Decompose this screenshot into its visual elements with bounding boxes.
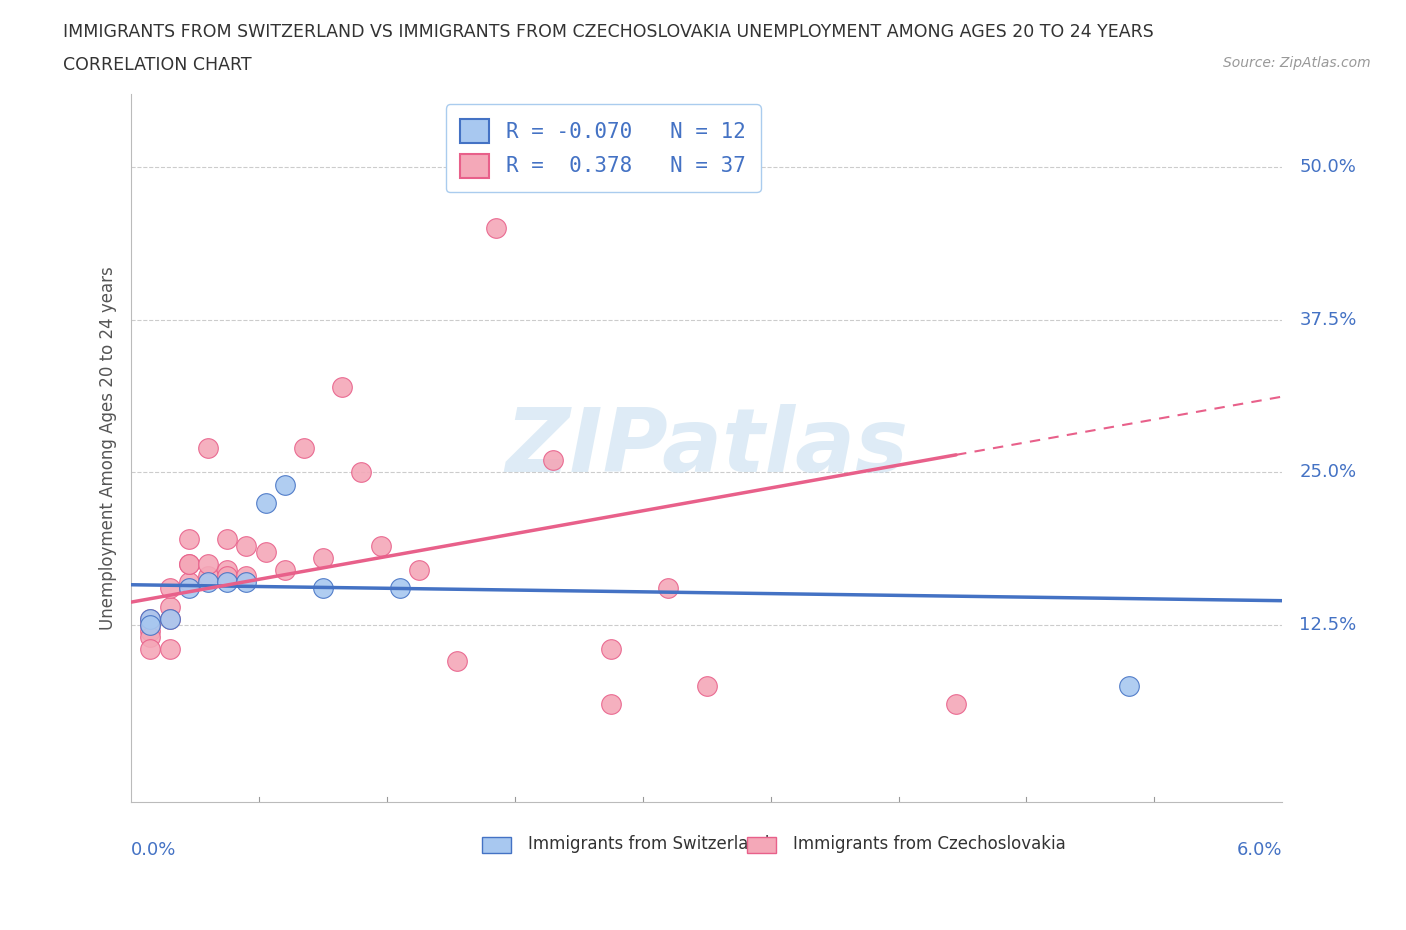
- Point: [197, 441, 219, 456]
- Text: Immigrants from Czechoslovakia: Immigrants from Czechoslovakia: [793, 835, 1066, 854]
- Point: [177, 556, 200, 571]
- Text: 50.0%: 50.0%: [1299, 158, 1357, 177]
- Text: 37.5%: 37.5%: [1299, 311, 1357, 329]
- Point: [312, 581, 335, 596]
- Point: [1118, 679, 1140, 694]
- Point: [159, 642, 181, 657]
- Point: [139, 642, 162, 657]
- Text: Source: ZipAtlas.com: Source: ZipAtlas.com: [1223, 56, 1371, 70]
- Point: [657, 581, 679, 596]
- Point: [370, 538, 392, 553]
- Point: [139, 618, 162, 632]
- Point: [541, 453, 564, 468]
- Point: [696, 679, 718, 694]
- Point: [350, 465, 373, 480]
- Text: 0.0%: 0.0%: [131, 841, 177, 858]
- Text: 6.0%: 6.0%: [1237, 841, 1282, 858]
- Text: Immigrants from Switzerland: Immigrants from Switzerland: [529, 835, 769, 854]
- Point: [235, 575, 257, 590]
- Point: [217, 532, 239, 547]
- Point: [945, 697, 967, 711]
- Point: [292, 441, 315, 456]
- Point: [330, 379, 353, 394]
- Point: [217, 563, 239, 578]
- Point: [217, 568, 239, 583]
- Point: [139, 623, 162, 638]
- Point: [254, 544, 277, 559]
- Point: [599, 642, 621, 657]
- Text: ZIPatlas: ZIPatlas: [505, 405, 908, 491]
- Point: [197, 568, 219, 583]
- Text: IMMIGRANTS FROM SWITZERLAND VS IMMIGRANTS FROM CZECHOSLOVAKIA UNEMPLOYMENT AMONG: IMMIGRANTS FROM SWITZERLAND VS IMMIGRANT…: [63, 23, 1154, 41]
- FancyBboxPatch shape: [747, 837, 776, 853]
- Point: [139, 618, 162, 632]
- Point: [235, 568, 257, 583]
- Point: [197, 575, 219, 590]
- Point: [177, 532, 200, 547]
- Legend: R = -0.070   N = 12, R =  0.378   N = 37: R = -0.070 N = 12, R = 0.378 N = 37: [446, 104, 761, 193]
- Point: [273, 563, 295, 578]
- Y-axis label: Unemployment Among Ages 20 to 24 years: Unemployment Among Ages 20 to 24 years: [100, 266, 117, 630]
- Text: CORRELATION CHART: CORRELATION CHART: [63, 56, 252, 73]
- Point: [273, 477, 295, 492]
- Point: [446, 654, 468, 669]
- Point: [485, 220, 508, 235]
- Point: [139, 630, 162, 644]
- Point: [177, 575, 200, 590]
- Point: [159, 611, 181, 626]
- Point: [139, 611, 162, 626]
- Point: [177, 581, 200, 596]
- Point: [159, 599, 181, 614]
- Point: [599, 697, 621, 711]
- Point: [388, 581, 411, 596]
- Point: [217, 575, 239, 590]
- Point: [197, 556, 219, 571]
- Text: 12.5%: 12.5%: [1299, 616, 1357, 634]
- Text: 25.0%: 25.0%: [1299, 463, 1357, 482]
- Point: [159, 581, 181, 596]
- Point: [408, 563, 430, 578]
- FancyBboxPatch shape: [482, 837, 510, 853]
- Point: [177, 556, 200, 571]
- Point: [235, 538, 257, 553]
- Point: [312, 551, 335, 565]
- Point: [139, 611, 162, 626]
- Point: [254, 496, 277, 511]
- Point: [159, 611, 181, 626]
